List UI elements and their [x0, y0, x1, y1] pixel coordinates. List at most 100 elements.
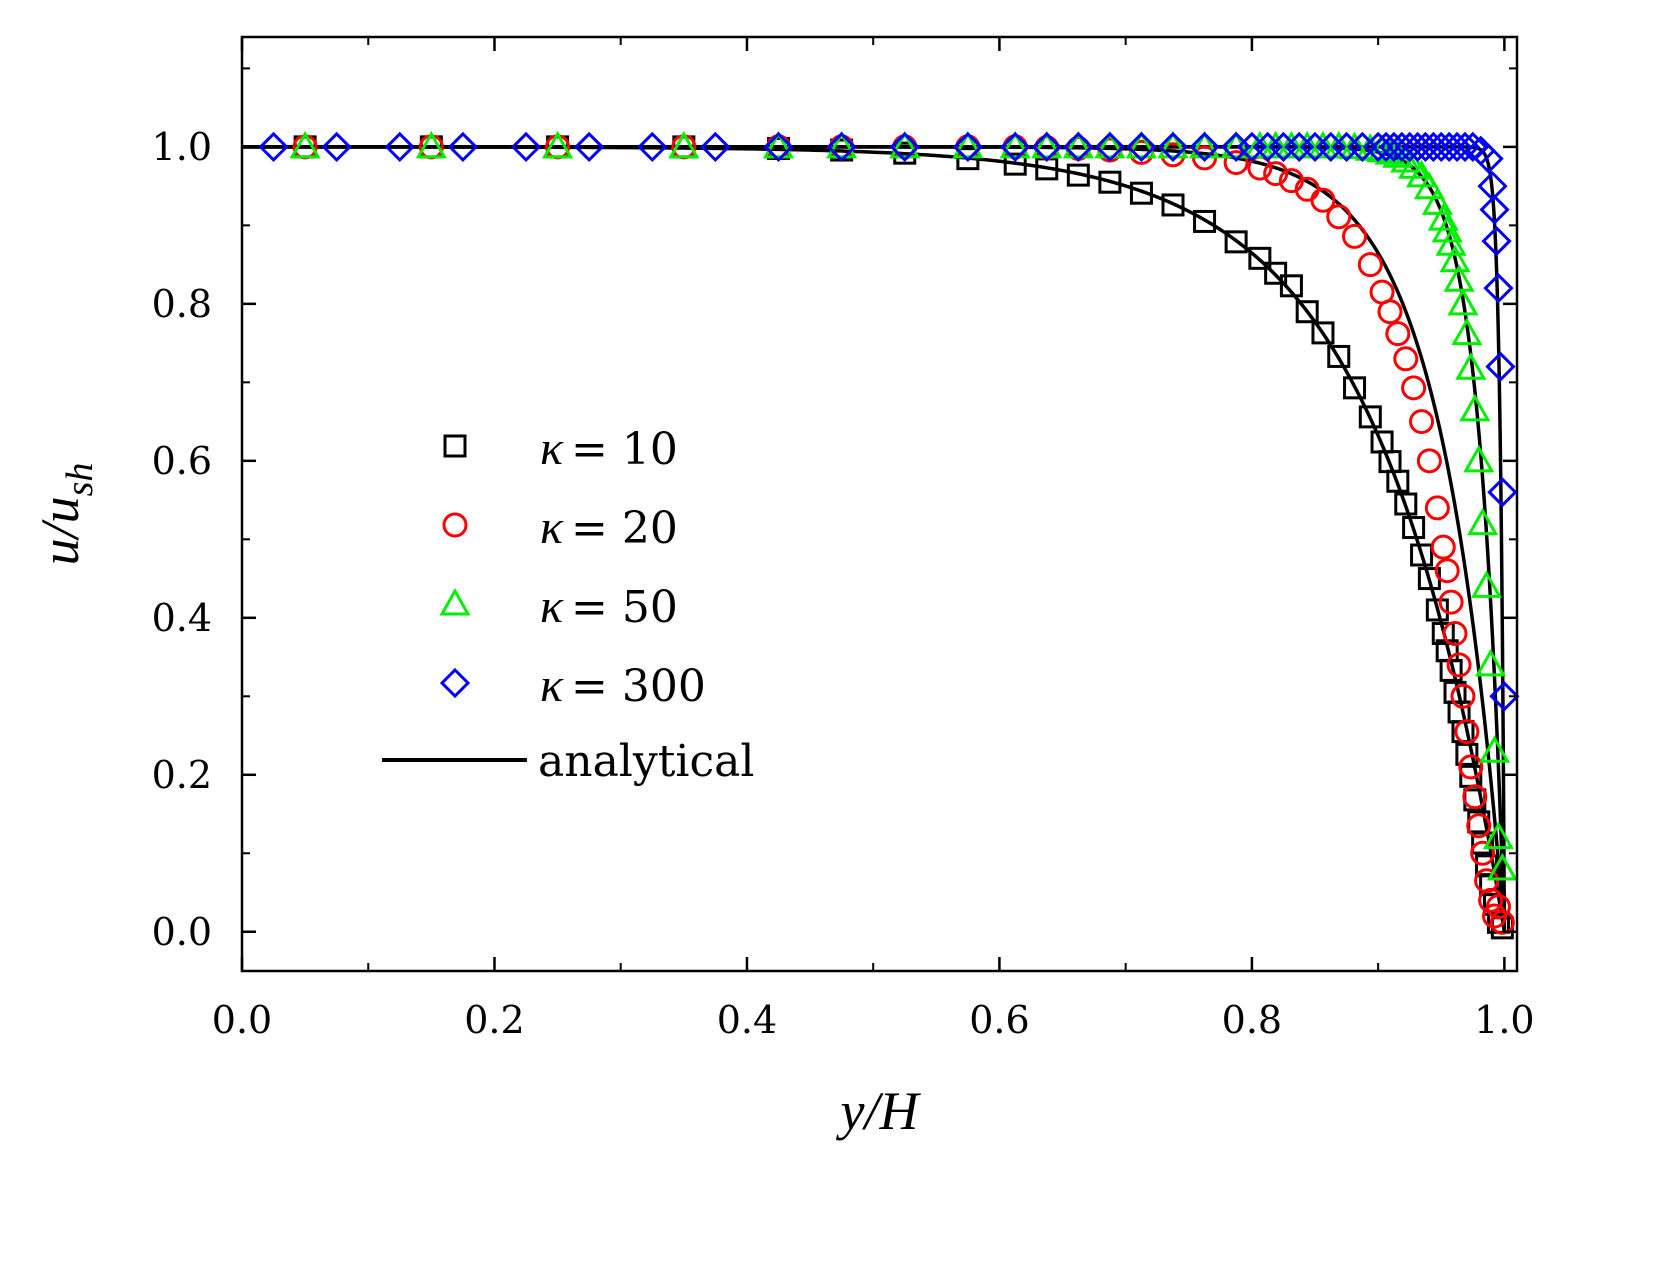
data-point-kappa-50 — [952, 130, 984, 159]
data-point-kappa-50 — [762, 130, 795, 159]
legend-kappa-symbol: κ — [540, 422, 564, 475]
data-point-kappa-50 — [1413, 171, 1445, 200]
x-tick-label: 0.4 — [717, 998, 777, 1042]
x-tick-label: 0.6 — [969, 998, 1029, 1042]
legend-kappa-value: = 300 — [571, 661, 706, 712]
data-point-kappa-10 — [1003, 152, 1027, 176]
data-point-kappa-10 — [1455, 742, 1479, 766]
data-point-kappa-50 — [1157, 130, 1189, 159]
x-tick-label: 0.8 — [1222, 998, 1282, 1042]
data-point-kappa-300 — [1481, 225, 1512, 257]
data-point-kappa-50 — [1244, 130, 1276, 159]
analytical-curve-kappa-300 — [242, 145, 1507, 932]
data-point-kappa-10 — [1161, 193, 1185, 217]
y-tick-label: 0.8 — [152, 282, 212, 326]
data-point-kappa-50 — [1455, 352, 1487, 380]
data-point-kappa-10 — [1066, 163, 1090, 187]
legend-marker-kappa-50 — [439, 587, 471, 616]
data-point-kappa-50 — [542, 130, 574, 159]
data-point-kappa-300 — [1000, 131, 1031, 163]
data-point-kappa-50 — [1451, 317, 1483, 346]
data-point-kappa-50 — [1478, 735, 1511, 763]
data-point-kappa-50 — [1275, 130, 1307, 159]
data-point-kappa-10 — [1439, 658, 1463, 682]
legend-kappa-value: = 20 — [571, 503, 678, 554]
y-axis-title-subscript: sh — [59, 463, 101, 497]
data-point-kappa-10 — [1358, 405, 1382, 429]
legend-kappa-value: = 50 — [571, 582, 678, 633]
data-point-kappa-300 — [1449, 131, 1481, 163]
data-point-kappa-300 — [952, 131, 983, 163]
data-point-kappa-50 — [415, 130, 447, 159]
data-point-kappa-50 — [1482, 821, 1515, 850]
data-point-kappa-10 — [1193, 209, 1217, 233]
analytical-curve-kappa-50 — [242, 145, 1507, 933]
data-point-kappa-20 — [1478, 887, 1504, 913]
data-point-kappa-10 — [1295, 300, 1319, 324]
data-point-kappa-50 — [1220, 130, 1252, 159]
data-point-kappa-20 — [1263, 161, 1289, 187]
data-point-kappa-20 — [1442, 621, 1468, 647]
data-point-kappa-300 — [1094, 131, 1126, 163]
series-10 — [293, 135, 1514, 940]
data-point-kappa-20 — [1424, 495, 1450, 521]
data-point-kappa-50 — [1323, 130, 1355, 159]
legend-label-kappa-10: κ = 10 — [540, 422, 678, 475]
y-tick-label: 1.0 — [152, 125, 212, 169]
y-tick-label: 0.4 — [152, 596, 212, 640]
x-axis-title-numerator: y — [836, 1081, 865, 1141]
analytical-curves — [242, 145, 1507, 934]
y-tick-label: 0.0 — [152, 910, 212, 954]
data-point-kappa-300 — [1031, 131, 1062, 163]
data-point-kappa-50 — [1374, 137, 1406, 165]
data-point-kappa-20 — [1446, 652, 1472, 678]
data-point-kappa-50 — [1188, 130, 1221, 159]
x-axis-title-denominator: H — [878, 1081, 921, 1141]
data-point-kappa-300 — [889, 131, 920, 163]
data-point-kappa-20 — [1434, 558, 1460, 584]
data-point-kappa-50 — [1427, 203, 1459, 231]
y-axis-title-denominator: u — [30, 496, 90, 523]
data-point-kappa-10 — [1343, 376, 1367, 400]
data-point-kappa-20 — [1474, 868, 1500, 894]
data-point-kappa-20 — [1485, 894, 1511, 920]
data-point-kappa-300 — [637, 131, 668, 163]
data-point-kappa-300 — [1485, 351, 1516, 382]
data-point-kappa-20 — [1342, 223, 1368, 249]
data-point-kappa-20 — [1401, 375, 1427, 401]
y-tick-label: 0.6 — [152, 439, 212, 483]
data-point-kappa-10 — [1327, 344, 1351, 368]
axis-ticks: 0.0 0.2 0.4 0.6 0.8 1.0 0.0 0.2 0.4 0.6 0.8 1.0 — [152, 37, 1535, 1042]
data-point-kappa-20 — [1458, 754, 1484, 780]
data-point-kappa-10 — [1224, 230, 1248, 254]
legend-label-kappa-300: κ = 300 — [540, 659, 706, 712]
data-point-kappa-300 — [1487, 477, 1518, 508]
data-point-kappa-50 — [1439, 244, 1471, 273]
data-point-kappa-10 — [1386, 469, 1410, 493]
x-tick-label: 0.2 — [464, 998, 524, 1042]
legend-kappa-symbol: κ — [540, 659, 564, 712]
analytical-curve-kappa-20 — [242, 145, 1507, 933]
data-point-kappa-10 — [1129, 181, 1153, 205]
data-point-kappa-50 — [1459, 393, 1491, 422]
data-point-kappa-300 — [574, 131, 605, 163]
data-point-kappa-20 — [1310, 187, 1336, 213]
data-point-kappa-300 — [384, 131, 415, 163]
analytical-curve-kappa-10 — [242, 145, 1507, 934]
data-point-kappa-50 — [1463, 444, 1495, 473]
data-markers — [258, 130, 1520, 940]
data-point-kappa-20 — [1454, 719, 1480, 745]
data-point-kappa-20 — [1416, 448, 1442, 474]
data-point-kappa-300 — [1457, 131, 1488, 163]
legend-kappa-symbol: κ — [540, 501, 564, 554]
data-point-kappa-300 — [826, 131, 857, 163]
data-point-kappa-300 — [1063, 131, 1094, 163]
data-point-kappa-50 — [1421, 187, 1453, 215]
data-point-kappa-50 — [1031, 130, 1063, 159]
x-axis-title-slash: / — [861, 1081, 884, 1141]
series-20 — [292, 134, 1515, 935]
data-point-kappa-300 — [700, 131, 731, 163]
data-point-kappa-50 — [1471, 570, 1503, 598]
